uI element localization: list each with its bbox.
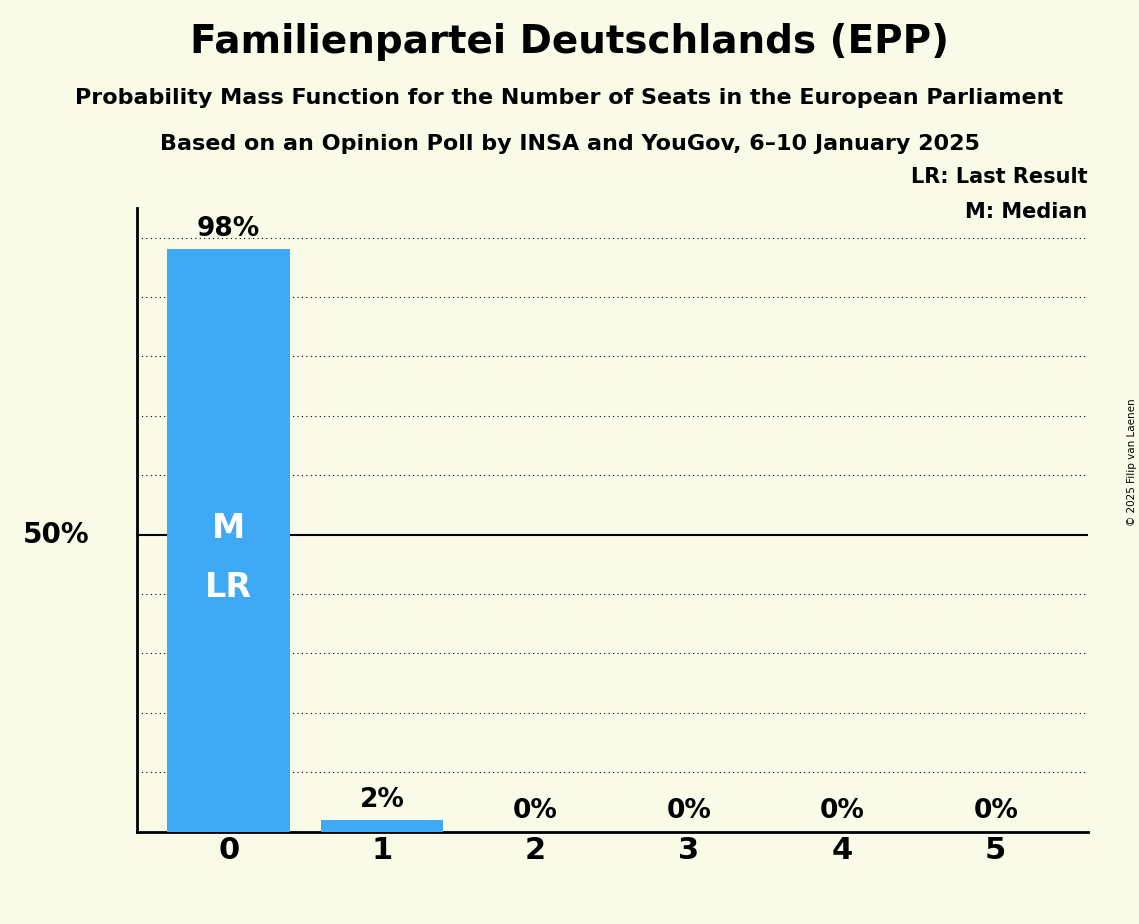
Text: M: Median: M: Median (966, 201, 1088, 222)
Text: © 2025 Filip van Laenen: © 2025 Filip van Laenen (1126, 398, 1137, 526)
Text: 0%: 0% (820, 798, 865, 824)
Text: 50%: 50% (23, 520, 89, 549)
Text: 98%: 98% (197, 216, 261, 242)
Text: Probability Mass Function for the Number of Seats in the European Parliament: Probability Mass Function for the Number… (75, 88, 1064, 108)
Text: 0%: 0% (973, 798, 1018, 824)
Text: Based on an Opinion Poll by INSA and YouGov, 6–10 January 2025: Based on an Opinion Poll by INSA and You… (159, 134, 980, 154)
Bar (321, 820, 443, 832)
Text: M: M (212, 513, 245, 545)
Text: 2%: 2% (360, 786, 404, 812)
Text: Familienpartei Deutschlands (EPP): Familienpartei Deutschlands (EPP) (190, 23, 949, 61)
Bar (167, 249, 290, 832)
Text: LR: LR (205, 571, 252, 603)
Text: LR: Last Result: LR: Last Result (911, 167, 1088, 188)
Text: 0%: 0% (513, 798, 558, 824)
Text: 0%: 0% (666, 798, 712, 824)
